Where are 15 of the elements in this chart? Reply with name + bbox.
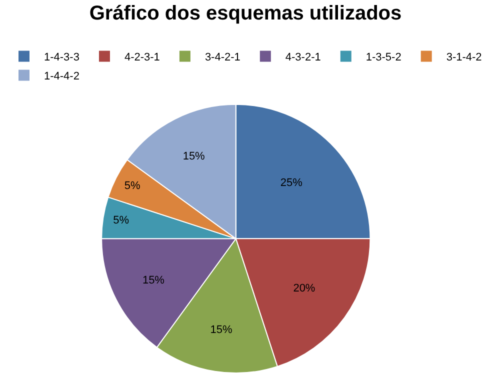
- data-label: 5%: [124, 180, 140, 192]
- legend-label: 4-3-2-1: [285, 52, 321, 64]
- legend-label: 4-2-3-1: [124, 52, 160, 64]
- data-label: 5%: [113, 214, 130, 227]
- legend-label: 1-4-4-2: [44, 70, 80, 83]
- data-label: 15%: [142, 274, 165, 287]
- legend-label: 1-4-3-3: [44, 52, 80, 64]
- legend-label: 1-3-5-2: [366, 52, 402, 64]
- data-label: 25%: [280, 177, 303, 190]
- legend-label: 3-4-2-1: [204, 52, 240, 64]
- data-label: 15%: [182, 150, 206, 162]
- chart-title: Gráfico dos esquemas utilizados: [89, 2, 402, 25]
- legend-label: 3-1-4-2: [446, 52, 482, 64]
- data-label: 20%: [293, 282, 316, 294]
- data-label: 15%: [210, 324, 233, 336]
